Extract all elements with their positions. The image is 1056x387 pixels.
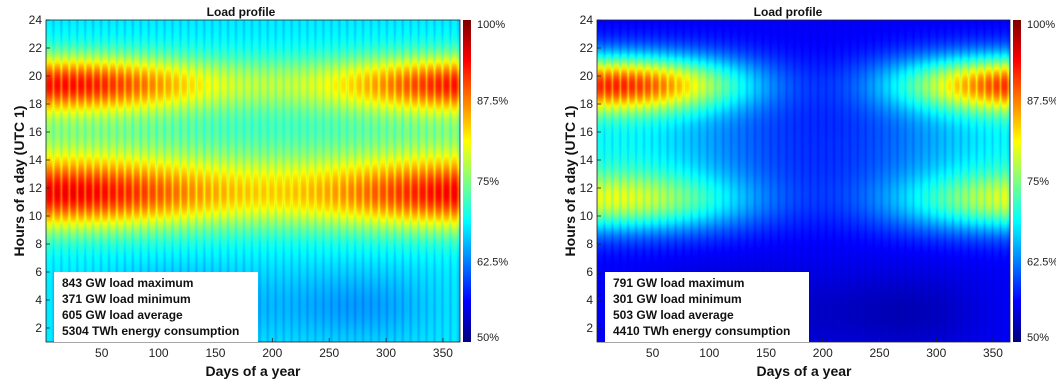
right-colorbar-ticks: 100% 87.5% 75% 62.5% 50% xyxy=(1027,19,1056,344)
left-y-tick-label-24: 24 xyxy=(29,13,43,27)
right-x-tick-label-200: 200 xyxy=(813,346,833,360)
right-y-tick-label-14: 14 xyxy=(580,153,594,167)
left-y-tick-label-22: 22 xyxy=(29,41,43,55)
right-y-tick-label-24: 24 xyxy=(580,13,594,27)
left-x-tick-label-50: 50 xyxy=(95,346,109,360)
left-colorbar-tick-100%: 100% xyxy=(477,19,505,31)
left-x-tick-label-300: 300 xyxy=(376,346,396,360)
right-y-tick-label-20: 20 xyxy=(580,69,594,83)
right-x-tick-label-350: 350 xyxy=(983,346,1003,360)
right-colorbar xyxy=(1013,20,1021,342)
right-chart-title: Load profile xyxy=(754,5,823,19)
right-y-tick-label-22: 22 xyxy=(580,41,594,55)
right-y-tick-label-12: 12 xyxy=(580,181,594,195)
right-x-ticks: 50 100 150 200 250 300 350 xyxy=(646,338,1003,360)
left-chart-title: Load profile xyxy=(207,5,276,19)
right-colorbar-tick-75%: 75% xyxy=(1027,176,1049,188)
right-x-tick-label-150: 150 xyxy=(756,346,776,360)
left-y-tick-label-12: 12 xyxy=(29,181,43,195)
right-y-tick-label-6: 6 xyxy=(586,265,593,279)
left-y-tick-label-10: 10 xyxy=(29,209,43,223)
right-y-tick-label-16: 16 xyxy=(580,125,594,139)
right-y-tick-label-8: 8 xyxy=(586,237,593,251)
right-stat-energy: 4410 TWh energy consumption xyxy=(613,324,790,338)
right-x-tick-label-300: 300 xyxy=(926,346,946,360)
right-stat-min: 301 GW load minimum xyxy=(613,292,742,306)
right-stats-box xyxy=(605,272,809,342)
left-colorbar-ticks: 100% 87.5% 75% 62.5% 50% xyxy=(477,19,508,344)
right-stat-avg: 503 GW load average xyxy=(613,308,734,322)
left-colorbar-tick-50%: 50% xyxy=(477,332,499,344)
right-x-tick-label-100: 100 xyxy=(699,346,719,360)
right-x-axis-label: Days of a year xyxy=(757,363,852,379)
left-stat-min: 371 GW load minimum xyxy=(62,292,191,306)
right-colorbar-tick-62.5%: 62.5% xyxy=(1027,257,1056,269)
left-stat-max: 843 GW load maximum xyxy=(62,276,193,290)
right-colorbar-tick-100%: 100% xyxy=(1027,19,1055,31)
left-stat-energy: 5304 TWh energy consumption xyxy=(62,324,239,338)
left-stats-box xyxy=(54,272,258,342)
right-stat-max: 791 GW load maximum xyxy=(613,276,744,290)
right-y-tick-label-10: 10 xyxy=(580,209,594,223)
right-y-tick-label-4: 4 xyxy=(586,293,593,307)
left-colorbar xyxy=(463,20,471,342)
right-colorbar-tick-50%: 50% xyxy=(1027,332,1049,344)
right-y-tick-label-18: 18 xyxy=(580,97,594,111)
left-x-ticks: 50 100 150 200 250 300 350 xyxy=(95,338,453,360)
left-stat-avg: 605 GW load average xyxy=(62,308,183,322)
left-x-tick-label-150: 150 xyxy=(205,346,225,360)
left-x-tick-label-200: 200 xyxy=(262,346,282,360)
left-y-tick-label-6: 6 xyxy=(35,265,42,279)
left-y-tick-label-20: 20 xyxy=(29,69,43,83)
left-x-axis-label: Days of a year xyxy=(206,363,301,379)
left-x-tick-label-250: 250 xyxy=(319,346,339,360)
left-y-tick-label-14: 14 xyxy=(29,153,43,167)
left-colorbar-tick-87.5%: 87.5% xyxy=(477,96,508,108)
left-y-tick-label-16: 16 xyxy=(29,125,43,139)
right-y-tick-label-2: 2 xyxy=(586,321,593,335)
left-colorbar-tick-62.5%: 62.5% xyxy=(477,257,508,269)
right-x-tick-label-250: 250 xyxy=(870,346,890,360)
left-y-tick-label-18: 18 xyxy=(29,97,43,111)
right-y-axis-label: Hours of a day (UTC 1) xyxy=(562,106,578,257)
left-x-tick-label-350: 350 xyxy=(433,346,453,360)
left-y-tick-label-4: 4 xyxy=(35,293,42,307)
left-x-tick-label-100: 100 xyxy=(149,346,169,360)
right-x-tick-label-50: 50 xyxy=(646,346,660,360)
left-y-axis-label: Hours of a day (UTC 1) xyxy=(11,106,27,257)
right-colorbar-tick-87.5%: 87.5% xyxy=(1027,96,1056,108)
left-y-tick-label-2: 2 xyxy=(35,321,42,335)
left-y-tick-label-8: 8 xyxy=(35,237,42,251)
left-colorbar-tick-75%: 75% xyxy=(477,176,499,188)
